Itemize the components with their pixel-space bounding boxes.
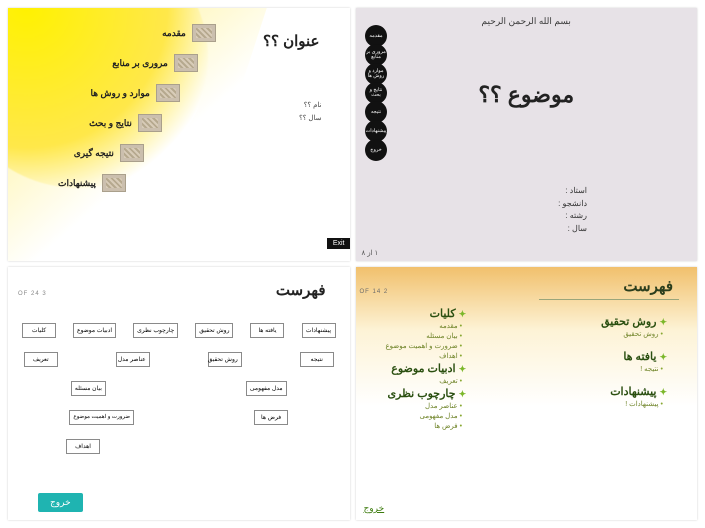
step-item[interactable]: نتایج و بحث <box>58 114 162 132</box>
step-item[interactable]: مقدمه <box>58 24 216 42</box>
chart-row: پیشنهادات نتیجه روش تحقیق عناصر مدل تعری… <box>22 352 336 367</box>
chart-row: فرض ها ضرورت و اهمیت موضوع <box>22 410 336 425</box>
chart-node[interactable]: اهداف <box>66 439 100 454</box>
chart-row: اهداف <box>22 439 336 454</box>
folder-icon <box>102 174 126 192</box>
author-line: نام ؟؟ <box>299 100 321 113</box>
meta-block: استاد : دانشجو : رشته : سال : <box>558 185 587 236</box>
step-item[interactable]: موارد و روش ها <box>58 84 180 102</box>
header-underline <box>539 299 679 300</box>
toc-subitem[interactable]: بیان مسئله <box>386 332 467 340</box>
slide-title-2: عنوان ؟؟ نام ؟؟ سال ؟؟ مقدمه مروری بر من… <box>8 8 350 261</box>
chart-node[interactable]: روش تحقیق <box>195 323 233 338</box>
toc-item[interactable]: روش تحقیق <box>601 315 667 328</box>
chart-node[interactable]: پیشنهادات <box>302 323 336 338</box>
chart-node[interactable]: یافته ها <box>250 323 284 338</box>
chart-node[interactable]: بیان مسئله <box>71 381 106 396</box>
toc-header: فهرست <box>276 281 326 299</box>
toc-subitem[interactable]: اهداف <box>386 352 467 360</box>
meta-line: سال : <box>558 223 587 236</box>
meta-line: رشته : <box>558 210 587 223</box>
toc-item[interactable]: چارچوب نظری <box>386 387 467 400</box>
exit-button[interactable]: خروج <box>38 493 83 512</box>
folder-icon <box>156 84 180 102</box>
slide-toc-green: فهرست 2 OF 14 روش تحقیق روش تحقیق یافته … <box>356 267 698 520</box>
chart-node[interactable]: روش تحقیق <box>208 352 242 367</box>
chart-row: پیشنهادات یافته ها روش تحقیق چارچوب نظری… <box>22 323 336 338</box>
nav-steps: مقدمه مروری بر منابع موارد و روش ها نتای… <box>58 24 216 204</box>
step-label: نتیجه گیری <box>74 148 114 159</box>
chart-row: مدل مفهومی بیان مسئله <box>22 381 336 396</box>
toc-item[interactable]: کلیات <box>386 307 467 320</box>
toc-col-right: کلیات مقدمه بیان مسئله ضرورت و اهمیت موض… <box>386 307 467 432</box>
step-label: پیشنهادات <box>58 178 96 189</box>
toc-subitem[interactable]: ضرورت و اهمیت موضوع <box>386 342 467 350</box>
step-label: مقدمه <box>162 28 186 39</box>
page-number: ۱ از ۸ <box>362 249 379 257</box>
meta-line: دانشجو : <box>558 198 587 211</box>
slide-toc-orgchart: فهرست 3 OF 24 پیشنهادات یافته ها روش تحق… <box>8 267 350 520</box>
toc-subitem[interactable]: مقدمه <box>386 322 467 330</box>
step-label: مروری بر منابع <box>112 58 168 69</box>
meta-line: استاد : <box>558 185 587 198</box>
main-title: عنوان ؟؟ <box>263 32 320 50</box>
folder-icon <box>138 114 162 132</box>
chart-node[interactable]: تعریف <box>24 352 58 367</box>
exit-button[interactable]: Exit <box>327 238 350 249</box>
toc-subitem[interactable]: پیشنهادات ! <box>601 400 667 408</box>
toc-subitem[interactable]: تعریف <box>386 377 467 385</box>
folder-icon <box>120 144 144 162</box>
step-label: نتایج و بحث <box>89 118 132 129</box>
step-item[interactable]: مروری بر منابع <box>58 54 198 72</box>
toc-subitem[interactable]: عناصر مدل <box>386 402 467 410</box>
toc-item[interactable]: پیشنهادات <box>601 385 667 398</box>
step-label: موارد و روش ها <box>91 88 150 99</box>
author-line: سال ؟؟ <box>299 113 321 126</box>
step-item[interactable]: پیشنهادات <box>58 174 126 192</box>
bismillah: بسم الله الرحمن الرحیم <box>356 16 698 27</box>
toc-subitem[interactable]: مدل مفهومی <box>386 412 467 420</box>
toc-col-left: روش تحقیق روش تحقیق یافته ها نتیجه ! پیش… <box>601 307 667 432</box>
chart-node[interactable]: فرض ها <box>254 410 288 425</box>
chart-node[interactable]: مدل مفهومی <box>246 381 287 396</box>
chain-bead[interactable]: خروج <box>365 139 387 161</box>
exit-link[interactable]: خروج <box>364 503 385 514</box>
chart-node[interactable]: نتیجه <box>300 352 334 367</box>
toc-item[interactable]: ادبیات موضوع <box>386 362 467 375</box>
page-number: 2 OF 14 <box>360 289 389 295</box>
toc-subitem[interactable]: فرض ها <box>386 422 467 430</box>
org-chart: پیشنهادات یافته ها روش تحقیق چارچوب نظری… <box>22 323 336 480</box>
folder-icon <box>192 24 216 42</box>
chart-node[interactable]: ضرورت و اهمیت موضوع <box>69 410 134 425</box>
chart-node[interactable]: ادبیات موضوع <box>73 323 116 338</box>
nav-chain: مقدمه مروری بر منابع موارد و روش ها نتای… <box>365 28 387 161</box>
toc-subitem[interactable]: نتیجه ! <box>601 365 667 373</box>
folder-icon <box>174 54 198 72</box>
main-title: موضوع ؟؟ <box>356 82 698 108</box>
toc-item[interactable]: یافته ها <box>601 350 667 363</box>
chart-node[interactable]: کلیات <box>22 323 56 338</box>
chart-node[interactable]: چارچوب نظری <box>133 323 178 338</box>
slide-title: بسم الله الرحمن الرحیم موضوع ؟؟ استاد : … <box>356 8 698 261</box>
chart-node[interactable]: عناصر مدل <box>116 352 150 367</box>
toc-header: فهرست <box>623 277 673 295</box>
author-block: نام ؟؟ سال ؟؟ <box>299 100 321 125</box>
step-item[interactable]: نتیجه گیری <box>58 144 144 162</box>
page-number: 3 OF 24 <box>18 291 47 297</box>
toc-subitem[interactable]: روش تحقیق <box>601 330 667 338</box>
